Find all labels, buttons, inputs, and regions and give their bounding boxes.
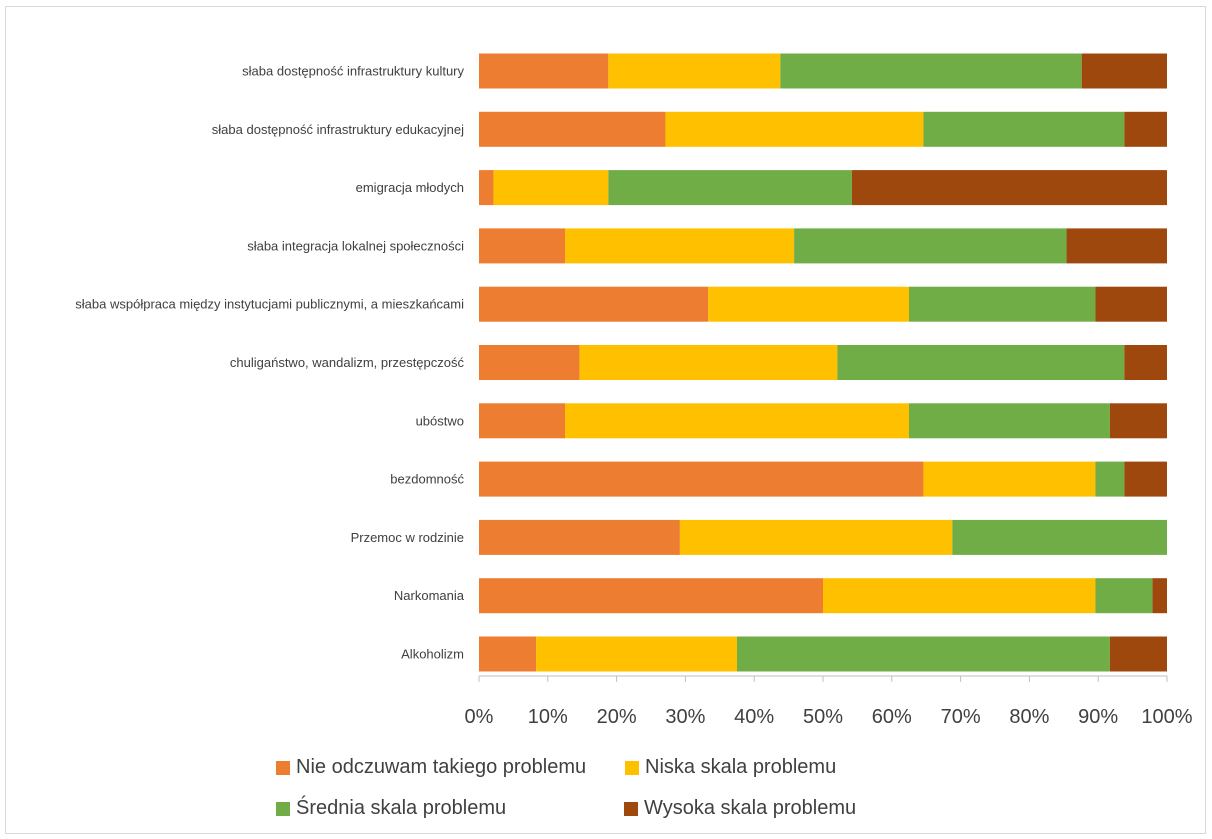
bar-segment-series-0 (479, 53, 609, 89)
bar-segment-series-2 (837, 345, 1125, 380)
bar-segment-series-0 (479, 636, 537, 672)
bar-segment-series-0 (479, 578, 823, 614)
category-label: słaba integracja lokalnej społeczności (247, 238, 464, 253)
bar-segment-series-1 (565, 228, 795, 264)
bar-segment-series-1 (679, 519, 953, 555)
bar-segment-series-3 (1152, 578, 1167, 614)
category-label: bezdomność (390, 472, 464, 487)
bar-segment-series-2 (1095, 461, 1125, 497)
x-axis: 0% 10% 20% 30% 40% 50% 60% 70% 80% 90% 100% (465, 675, 1193, 728)
x-tick-label: 0% (465, 706, 494, 728)
category-label: słaba współpraca między instytucjami pub… (75, 297, 464, 312)
x-tick-label: 100% (1141, 706, 1192, 728)
x-tick-label: 90% (1078, 706, 1118, 728)
bar-segment-series-3 (1081, 53, 1167, 89)
category-label: Przemoc w rodzinie (351, 530, 464, 545)
x-tick-label: 80% (1009, 706, 1049, 728)
bar-segment-series-0 (479, 170, 494, 206)
x-tick-label: 70% (941, 706, 981, 728)
bar-segment-series-0 (479, 461, 924, 497)
bar-segment-series-3 (1095, 286, 1167, 322)
bar-segment-series-1 (923, 461, 1096, 497)
bar-segment-series-2 (780, 53, 1082, 89)
bar-segment-series-3 (1124, 461, 1167, 497)
category-label: emigracja młodych (356, 180, 464, 195)
bar-segment-series-1 (608, 53, 781, 89)
bar-segment-series-3 (1124, 111, 1167, 147)
bar-segment-series-2 (1095, 578, 1153, 614)
category-label: słaba dostępność infrastruktury edukacyj… (212, 122, 464, 137)
bar-segment-series-2 (923, 111, 1125, 147)
bar-segment-series-0 (479, 403, 565, 439)
bar-segment-series-3 (1109, 636, 1167, 672)
bar-segment-series-2 (608, 170, 852, 206)
bar-segment-series-0 (479, 228, 565, 264)
bar-segment-series-1 (536, 636, 737, 672)
bar-segment-series-3 (851, 170, 1167, 206)
bar-segment-series-3 (1109, 403, 1167, 439)
x-tick-label: 60% (872, 706, 912, 728)
category-label: Narkomania (394, 588, 465, 603)
category-label: chuligaństwo, wandalizm, przestępczość (230, 355, 465, 370)
bar-segment-series-0 (479, 111, 666, 147)
bar-segment-series-2 (909, 286, 1096, 322)
bar-segment-series-3 (1066, 228, 1167, 264)
x-tick-label: 30% (665, 706, 705, 728)
bar-segment-series-1 (579, 345, 838, 380)
bars-layer (479, 53, 1167, 672)
bar-segment-series-1 (823, 578, 1096, 614)
x-tick-label: 20% (597, 706, 637, 728)
category-labels: słaba dostępność infrastruktury kultury s… (75, 64, 464, 662)
bar-segment-series-2 (952, 519, 1167, 555)
bar-segment-series-2 (794, 228, 1067, 264)
x-tick-label: 40% (734, 706, 774, 728)
bar-segment-series-0 (479, 286, 709, 322)
category-label: Alkoholizm (401, 647, 464, 662)
bar-segment-series-0 (479, 519, 680, 555)
category-label: słaba dostępność infrastruktury kultury (242, 64, 464, 79)
bar-segment-series-1 (493, 170, 609, 206)
x-tick-label: 50% (803, 706, 843, 728)
bar-segment-series-2 (737, 636, 1110, 672)
bar-segment-series-1 (708, 286, 909, 322)
bar-segment-series-1 (665, 111, 924, 147)
bar-segment-series-1 (565, 403, 909, 439)
bar-segment-series-3 (1124, 345, 1167, 380)
x-tick-label: 10% (528, 706, 568, 728)
bar-segment-series-2 (909, 403, 1110, 439)
bar-segment-series-0 (479, 345, 580, 380)
category-label: ubóstwo (416, 413, 464, 428)
